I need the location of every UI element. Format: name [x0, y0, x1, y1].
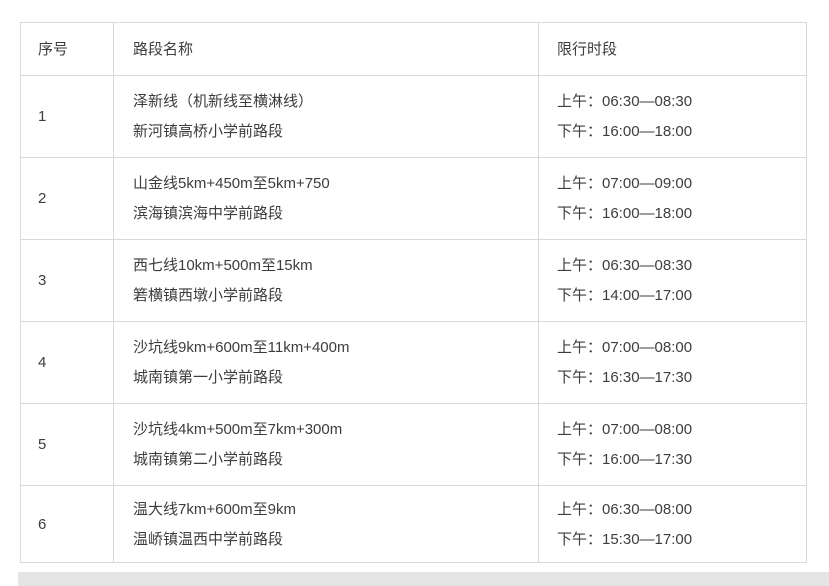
location-line: 滨海镇滨海中学前路段 [133, 205, 284, 222]
location-line: 新河镇高桥小学前路段 [133, 123, 284, 140]
morning-time: 上午：07:00—08:00 [557, 339, 693, 356]
location-line: 温峤镇温西中学前路段 [133, 530, 284, 548]
location-line: 城南镇第一小学前路段 [133, 369, 284, 386]
row-number: 1 [38, 108, 47, 125]
road-line: 沙坑线4km+500m至7km+300m [133, 421, 343, 438]
row-number: 4 [38, 354, 47, 371]
restricted-road-sections-table: 序号 路段名称 限行时段 1 泽新线（机新线至横淋线） 新河镇高桥小学前路段 上… [20, 22, 807, 563]
column-header-restriction-time: 限行时段 [538, 23, 806, 75]
location-line: 箬横镇西墩小学前路段 [133, 287, 284, 304]
road-section-cell: 山金线5km+450m至5km+750 滨海镇滨海中学前路段 [113, 158, 538, 239]
row-number: 6 [38, 515, 47, 533]
afternoon-time: 下午：16:00—18:00 [557, 205, 693, 222]
road-line: 山金线5km+450m至5km+750 [133, 175, 330, 192]
time-cell: 上午：07:00—08:00 下午：16:00—17:30 [538, 404, 806, 485]
table-row: 6 温大线7km+600m至9km 温峤镇温西中学前路段 上午：06:30—08… [21, 485, 806, 562]
row-number: 5 [38, 436, 47, 453]
column-header-number: 序号 [38, 40, 69, 58]
afternoon-time: 下午：16:00—18:00 [557, 123, 693, 140]
road-line: 温大线7km+600m至9km [133, 500, 296, 518]
time-cell: 上午：07:00—09:00 下午：16:00—18:00 [538, 158, 806, 239]
afternoon-time: 下午：14:00—17:00 [557, 287, 693, 304]
road-section-cell: 西七线10km+500m至15km 箬横镇西墩小学前路段 [113, 240, 538, 321]
table-row: 4 沙坑线9km+600m至11km+400m 城南镇第一小学前路段 上午：07… [21, 321, 806, 403]
road-line: 沙坑线9km+600m至11km+400m [133, 339, 350, 356]
afternoon-time: 下午：16:00—17:30 [557, 451, 693, 468]
morning-time: 上午：06:30—08:30 [557, 93, 693, 110]
road-section-cell: 沙坑线4km+500m至7km+300m 城南镇第二小学前路段 [113, 404, 538, 485]
column-header-road-name: 路段名称 [113, 23, 538, 75]
table-row: 3 西七线10km+500m至15km 箬横镇西墩小学前路段 上午：06:30—… [21, 239, 806, 321]
road-section-cell: 温大线7km+600m至9km 温峤镇温西中学前路段 [113, 486, 538, 562]
road-line: 泽新线（机新线至横淋线） [133, 93, 314, 110]
road-line: 西七线10km+500m至15km [133, 257, 313, 274]
morning-time: 上午：06:30—08:30 [557, 257, 693, 274]
table-header-row: 序号 路段名称 限行时段 [21, 23, 806, 75]
morning-time: 上午：07:00—08:00 [557, 421, 693, 438]
next-section-edge [18, 572, 829, 586]
table-row: 5 沙坑线4km+500m至7km+300m 城南镇第二小学前路段 上午：07:… [21, 403, 806, 485]
time-cell: 上午：06:30—08:30 下午：16:00—18:00 [538, 76, 806, 157]
row-number: 3 [38, 272, 47, 289]
table-row: 2 山金线5km+450m至5km+750 滨海镇滨海中学前路段 上午：07:0… [21, 157, 806, 239]
road-section-cell: 泽新线（机新线至横淋线） 新河镇高桥小学前路段 [113, 76, 538, 157]
morning-time: 上午：06:30—08:00 [557, 500, 693, 518]
row-number: 2 [38, 190, 47, 207]
time-cell: 上午：07:00—08:00 下午：16:30—17:30 [538, 322, 806, 403]
afternoon-time: 下午：15:30—17:00 [557, 530, 693, 548]
morning-time: 上午：07:00—09:00 [557, 175, 693, 192]
location-line: 城南镇第二小学前路段 [133, 451, 284, 468]
afternoon-time: 下午：16:30—17:30 [557, 369, 693, 386]
road-section-cell: 沙坑线9km+600m至11km+400m 城南镇第一小学前路段 [113, 322, 538, 403]
time-cell: 上午：06:30—08:00 下午：15:30—17:00 [538, 486, 806, 562]
time-cell: 上午：06:30—08:30 下午：14:00—17:00 [538, 240, 806, 321]
table-row: 1 泽新线（机新线至横淋线） 新河镇高桥小学前路段 上午：06:30—08:30… [21, 75, 806, 157]
